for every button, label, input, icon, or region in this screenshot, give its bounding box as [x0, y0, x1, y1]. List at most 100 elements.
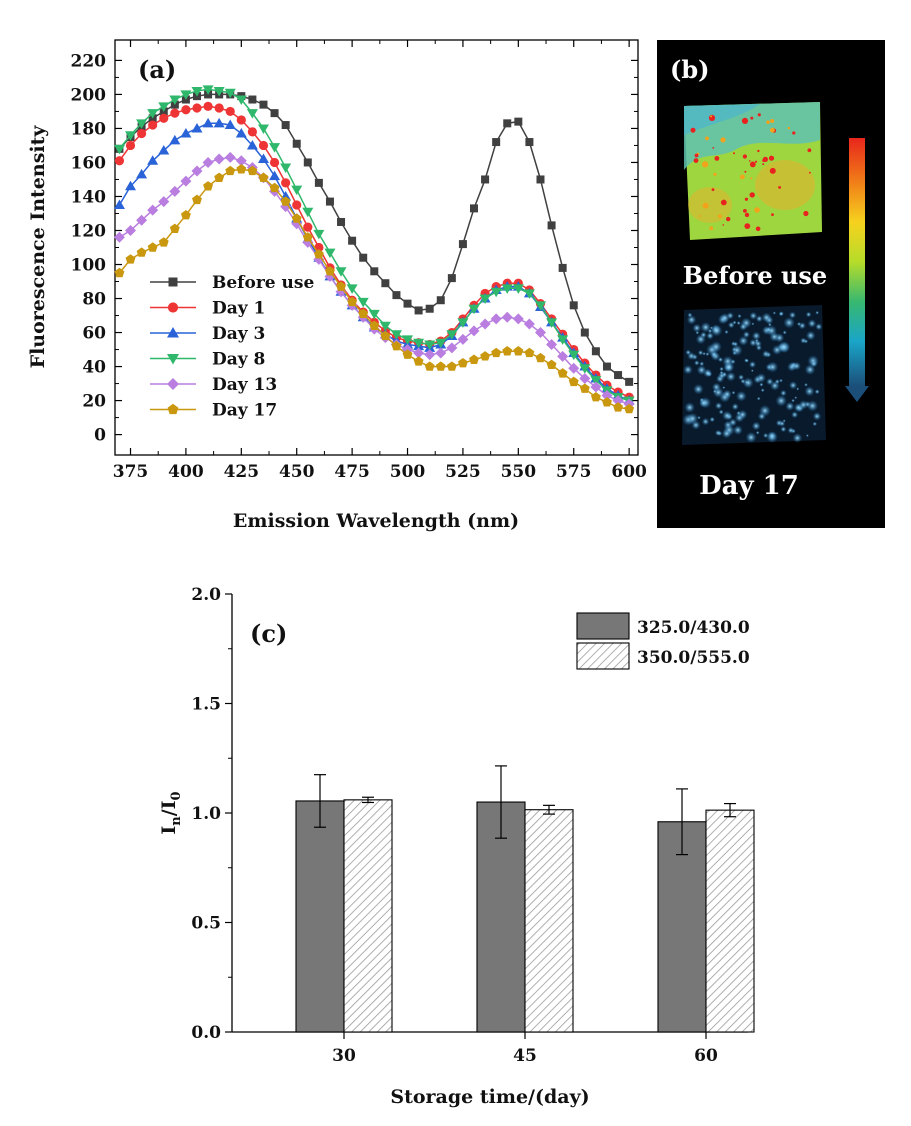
data-point: [202, 85, 214, 95]
data-point: [469, 354, 479, 364]
data-point: [147, 155, 159, 165]
data-point: [368, 309, 380, 320]
data-point: [202, 117, 214, 128]
data-point: [380, 330, 391, 341]
data-point: [501, 284, 513, 294]
data-point: [446, 330, 458, 340]
data-point: [180, 90, 192, 100]
data-point: [113, 199, 125, 209]
x-tick-label: 450: [279, 462, 315, 482]
y-tick-label: 1.5: [191, 695, 221, 715]
data-point: [270, 109, 279, 118]
panel-a-series: [113, 85, 635, 414]
data-point: [514, 117, 523, 126]
y-tick-label: 140: [71, 187, 107, 207]
data-point: [568, 376, 579, 387]
data-point: [213, 117, 225, 128]
data-point: [236, 164, 247, 174]
data-point: [335, 267, 347, 277]
data-point: [136, 128, 147, 139]
data-point: [391, 340, 402, 351]
data-point: [224, 119, 236, 130]
data-point: [235, 155, 247, 167]
series-line: [118, 88, 630, 402]
y-tick-label: 120: [71, 221, 107, 241]
data-point: [424, 349, 436, 361]
data-point: [446, 342, 458, 354]
series-line: [118, 93, 630, 383]
data-point: [148, 120, 158, 130]
data-point: [158, 102, 170, 112]
y-tick-label: 180: [71, 119, 107, 139]
data-point: [125, 180, 137, 191]
y-tick-label: 200: [71, 85, 107, 105]
legend-entry: Day 3: [150, 324, 265, 344]
data-point: [513, 346, 524, 356]
panel-c-label: (c): [250, 619, 287, 648]
data-point: [490, 313, 502, 325]
data-point: [492, 138, 501, 147]
data-point: [313, 249, 324, 259]
y-tick-label: 160: [71, 153, 107, 173]
data-point: [325, 197, 334, 206]
data-point: [424, 340, 436, 350]
legend-entry: Day 8: [150, 350, 265, 370]
y-tick-label: 0.5: [191, 914, 221, 934]
data-point: [125, 254, 136, 264]
bar: [705, 809, 755, 1033]
data-point: [568, 350, 580, 361]
y-tick-label: 60: [82, 324, 106, 344]
data-point: [225, 106, 235, 117]
y-tick-label: 20: [82, 392, 106, 412]
data-point: [512, 313, 524, 325]
legend-marker: [167, 327, 179, 338]
data-point: [257, 124, 269, 134]
data-point: [413, 356, 424, 366]
data-point: [169, 185, 181, 197]
data-point: [468, 325, 480, 337]
data-point: [180, 128, 192, 138]
bar: [476, 801, 526, 1033]
data-point: [269, 182, 280, 193]
data-point: [490, 287, 502, 298]
data-point: [291, 213, 302, 223]
x-tick-label: 45: [513, 1046, 537, 1066]
panel-b-label: (b): [670, 55, 710, 84]
legend-entry: 325.0/430.0: [576, 612, 750, 640]
data-point: [258, 140, 269, 151]
data-point: [169, 95, 181, 106]
data-point: [280, 163, 292, 174]
data-point: [523, 318, 535, 330]
data-point: [324, 248, 336, 259]
data-point: [457, 333, 469, 345]
x-tick-label: 550: [501, 462, 537, 482]
legend-marker: [167, 378, 179, 390]
data-point: [557, 368, 568, 378]
x-tick-label: 475: [334, 462, 370, 482]
data-point: [534, 327, 546, 339]
data-point: [435, 347, 447, 359]
data-point: [248, 95, 257, 104]
data-point: [235, 95, 247, 106]
data-point: [480, 351, 491, 361]
panel-a-plot-frame: [114, 39, 639, 456]
data-point: [246, 139, 258, 150]
data-point: [359, 253, 368, 262]
data-point: [136, 247, 147, 257]
data-point: [512, 284, 524, 294]
legend-label: Day 8: [212, 350, 265, 370]
data-point: [180, 209, 191, 220]
legend-entry: Day 1: [150, 299, 265, 319]
bar: [343, 799, 393, 1033]
data-point: [435, 361, 446, 371]
data-point: [269, 143, 281, 153]
data-point: [580, 328, 589, 337]
data-point: [280, 196, 291, 206]
data-point: [214, 172, 225, 182]
data-point: [435, 338, 447, 349]
data-point: [436, 296, 445, 305]
data-point: [547, 221, 556, 230]
data-point: [169, 223, 180, 233]
data-point: [191, 165, 203, 177]
data-point: [414, 306, 423, 315]
